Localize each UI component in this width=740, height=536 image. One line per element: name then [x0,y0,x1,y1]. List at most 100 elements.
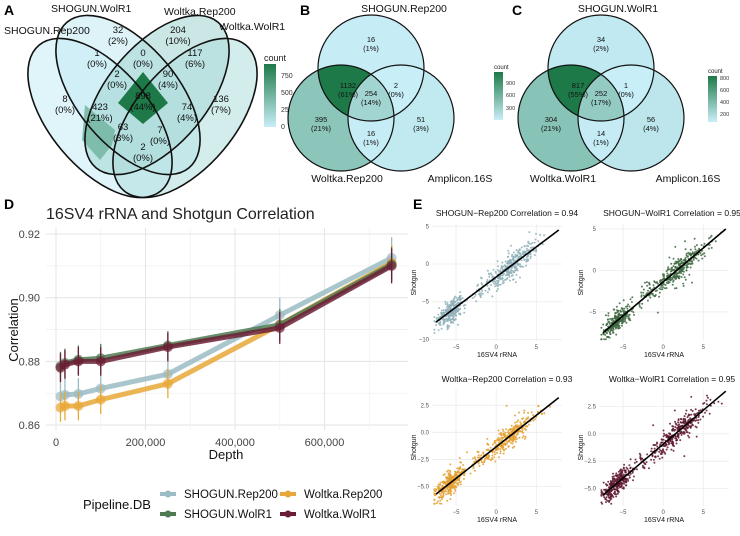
scatter-point [688,425,691,428]
y-axis-label: Shotgun [411,269,418,295]
scatter-point [472,465,475,468]
scatter-point [600,489,603,492]
data-point [386,260,397,271]
y-tick-label: 2.5 [588,404,597,410]
y-tick-label: 0.86 [19,420,40,432]
scatter-point [648,282,651,285]
scatter-point [623,307,626,310]
scatter-point [501,448,504,450]
scatter-point [491,451,494,454]
scatter-point [628,318,631,321]
scatter-point [671,438,674,441]
scatter-point [512,251,515,254]
scatter-point [442,312,445,315]
scatter-point [448,314,451,317]
scatter-point [522,431,525,434]
venn-set-outline [317,14,425,122]
region-count: 32 [113,25,124,36]
scatter-point [463,311,466,314]
scatter-point [480,282,483,285]
scatter-point [620,485,622,488]
scatter-point [452,298,455,301]
scatter-point [618,326,621,329]
scatter-point [516,433,519,436]
legend-entry: SHOGUN.Rep200 [160,489,278,501]
scatter-point [617,476,620,479]
scatter-point [454,318,456,321]
y-tick-label: 2.5 [421,403,430,409]
scatter-point [530,411,533,414]
scatter-point [603,496,606,499]
scatter-point [444,300,447,303]
scatter-point [483,461,486,463]
scatter-point [472,467,475,470]
scatter-point [660,288,663,291]
scatter-point [499,283,502,286]
scatter-subplot: Woltka−WolR1 Correlation = 0.95 −5 0 5 2.5 0.… [578,374,735,524]
scatter-point [462,473,465,476]
scatter-point [686,255,689,258]
scatter-point [677,436,680,439]
scatter-point [611,329,614,332]
scatter-point [438,492,441,495]
scatter-point [439,321,442,324]
scatter-point [442,494,445,497]
scatter-point [684,256,687,259]
scatter-point [507,261,510,264]
scatter-point [600,333,603,336]
scatter-point [642,466,644,469]
scatter-point [488,275,491,278]
region-percent: (21%) [541,124,562,133]
scatter-point [480,277,483,280]
scatter-point [438,307,441,310]
legend-label: SHOGUN.Rep200 [184,489,278,501]
scatter-point [695,257,698,260]
scatter-point [705,403,708,406]
scatter-point [502,433,505,436]
scatter-point [618,312,620,315]
panel-c: C SHOGUN.WolR1 Woltka.WolR1 Amplicon.16S 34… [512,2,729,185]
scatter-point [629,458,632,461]
scatter-point [459,307,462,310]
legend-b-title: count [494,65,509,71]
scatter-point [493,282,495,285]
scatter-point [628,476,631,479]
scatter-point [602,481,605,484]
scatter-point [685,252,688,255]
scatter-title: SHOGUN−Rep200 Correlation = 0.94 [436,208,578,218]
scatter-point [450,320,453,323]
y-tick-label: 5 [426,224,430,230]
scatter-point [442,474,445,477]
scatter-point [619,469,621,472]
scatter-point [478,293,481,296]
scatter-point [491,280,494,283]
scatter-point [487,448,490,451]
scatter-point [524,435,527,438]
scatter-point [499,438,502,441]
scatter-title: Woltka−WolR1 Correlation = 0.95 [609,374,736,384]
scatter-point [658,448,661,451]
scatter-point [628,464,631,467]
y-tick-label: 0.88 [19,356,40,368]
scatter-point [523,250,526,253]
scatter-point [510,269,513,271]
scatter-point [527,411,530,414]
scatter-point [640,285,643,288]
scatter-point [685,429,688,432]
scatter-point [614,474,617,477]
scatter-point [466,451,468,454]
scatter-point [677,275,680,278]
scatter-point [451,311,454,314]
data-point [73,400,84,411]
scatter-point [607,312,610,315]
scatter-point [440,494,443,497]
scatter-point [522,421,525,424]
scatter-point [688,414,691,417]
scatter-point [710,234,713,237]
data-point [274,322,285,333]
scatter-point [697,416,700,418]
scatter-point [469,472,472,475]
region-percent: (4%) [177,113,197,124]
scatter-point [450,494,453,496]
scatter-point [646,284,649,287]
